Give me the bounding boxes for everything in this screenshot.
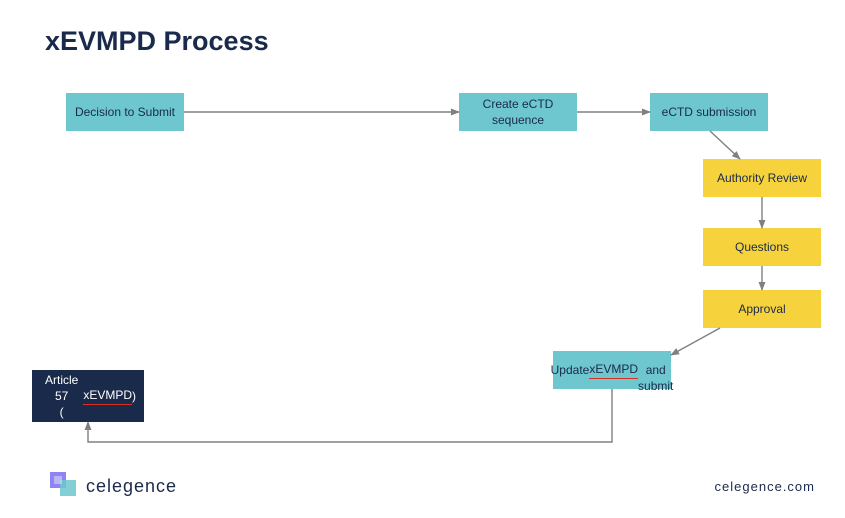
site-url: celegence.com [715, 479, 815, 494]
edge-submit-to-authority [710, 131, 740, 159]
node-questions: Questions [703, 228, 821, 266]
footer: celegence celegence.com [0, 470, 845, 500]
node-article57: Article 57(xEVMPD) [32, 370, 144, 422]
node-update: Update xEVMPDand submit [553, 351, 671, 389]
node-create: Create eCTDsequence [459, 93, 577, 131]
node-authority: Authority Review [703, 159, 821, 197]
logo-mark-icon [50, 472, 78, 500]
edge-approval-to-update [671, 328, 720, 355]
edge-update-to-article57 [88, 389, 612, 442]
logo-text: celegence [86, 476, 177, 497]
node-approval: Approval [703, 290, 821, 328]
page-title: xEVMPD Process [45, 26, 269, 57]
brand-logo: celegence [50, 472, 177, 500]
node-submit: eCTD submission [650, 93, 768, 131]
node-decision: Decision to Submit [66, 93, 184, 131]
